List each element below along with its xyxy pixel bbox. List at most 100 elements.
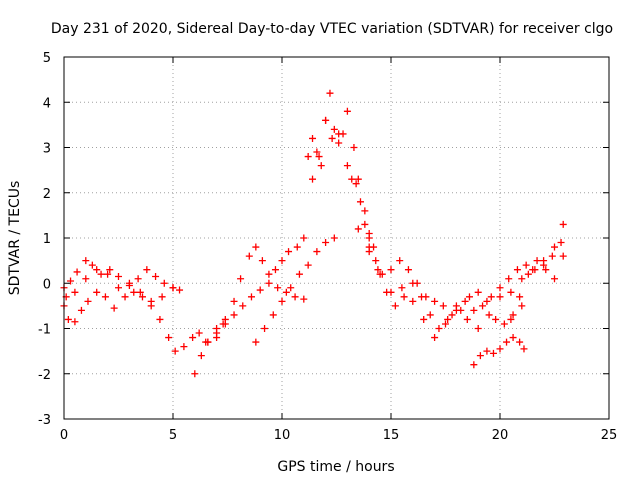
data-point: [476, 352, 484, 360]
data-point: [326, 89, 334, 97]
data-point: [409, 297, 417, 305]
data-point: [483, 347, 491, 355]
data-point: [365, 243, 373, 251]
data-point: [496, 345, 504, 353]
data-point: [391, 302, 399, 310]
data-point: [452, 306, 460, 314]
data-point: [88, 261, 96, 269]
data-point: [500, 320, 508, 328]
x-tick-label: 20: [492, 428, 509, 443]
data-point: [252, 338, 260, 346]
y-tick-label: 5: [43, 51, 51, 66]
data-point: [442, 320, 449, 328]
data-point: [483, 297, 491, 305]
data-point: [285, 248, 293, 256]
data-point: [291, 293, 299, 301]
data-point: [372, 257, 380, 265]
data-point: [365, 234, 373, 242]
data-point: [97, 270, 105, 278]
data-point: [374, 266, 382, 274]
series-track-6: [252, 234, 338, 346]
data-point: [505, 275, 513, 283]
data-point: [444, 315, 452, 323]
series-track-8: [309, 107, 526, 328]
data-point: [487, 293, 495, 301]
data-point: [431, 297, 439, 305]
data-point: [171, 347, 179, 355]
data-point: [158, 293, 166, 301]
data-point: [136, 288, 144, 296]
data-point: [77, 306, 85, 314]
data-point: [101, 293, 109, 301]
data-point: [265, 279, 273, 287]
data-point: [147, 297, 155, 305]
data-point: [160, 279, 168, 287]
data-point: [516, 338, 524, 346]
data-point: [322, 116, 330, 124]
data-point: [507, 288, 515, 296]
data-point: [82, 257, 90, 265]
data-point: [328, 134, 336, 142]
data-point: [343, 107, 351, 115]
data-point: [330, 234, 338, 242]
data-point: [387, 266, 395, 274]
data-point: [282, 288, 290, 296]
data-point: [503, 338, 511, 346]
data-point: [300, 234, 308, 242]
series-track-2: [60, 288, 227, 355]
data-point: [322, 239, 330, 247]
data-point: [271, 266, 279, 274]
data-point: [295, 270, 303, 278]
data-point: [354, 175, 362, 183]
data-point: [418, 293, 426, 301]
data-point: [330, 125, 338, 133]
data-point: [274, 284, 282, 292]
data-point: [73, 268, 81, 276]
data-point: [520, 345, 528, 353]
data-point: [448, 311, 456, 319]
data-point: [439, 302, 447, 310]
axis-ticks: 0 5 10 15 20 25 -3 -2 -1 0 1 2 3 4 5: [38, 51, 617, 443]
data-point: [265, 270, 273, 278]
data-point: [269, 311, 277, 319]
data-point: [115, 272, 122, 280]
series-track-10: [365, 220, 567, 342]
data-point: [518, 275, 526, 283]
data-point: [313, 248, 321, 256]
series-track-4: [191, 279, 308, 378]
data-point: [376, 270, 384, 278]
data-point: [191, 370, 199, 378]
data-point: [559, 220, 567, 228]
data-point: [309, 134, 317, 142]
x-tick-label: 10: [274, 428, 291, 443]
data-point: [221, 315, 229, 323]
data-point: [465, 293, 473, 301]
data-point: [237, 275, 245, 283]
y-tick-label: 0: [43, 277, 51, 292]
y-tick-label: -2: [38, 368, 51, 383]
data-point: [496, 284, 504, 292]
data-point: [213, 325, 221, 332]
data-point: [230, 311, 238, 319]
data-point: [104, 270, 112, 278]
data-point: [300, 295, 308, 303]
data-point: [409, 279, 417, 287]
data-point: [315, 153, 323, 161]
data-point: [435, 325, 443, 332]
data-point: [463, 315, 471, 323]
series-track-3: [62, 266, 177, 305]
data-point: [343, 162, 351, 170]
x-tick-label: 15: [383, 428, 400, 443]
x-tick-label: 25: [601, 428, 618, 443]
data-point: [335, 139, 343, 147]
data-point: [169, 284, 177, 292]
data-point: [165, 334, 173, 342]
data-point: [496, 293, 504, 301]
data-point: [197, 352, 205, 360]
data-point: [396, 257, 404, 265]
data-point: [474, 325, 482, 332]
data-point: [540, 257, 548, 265]
data-point: [348, 175, 356, 183]
data-point: [134, 275, 142, 283]
